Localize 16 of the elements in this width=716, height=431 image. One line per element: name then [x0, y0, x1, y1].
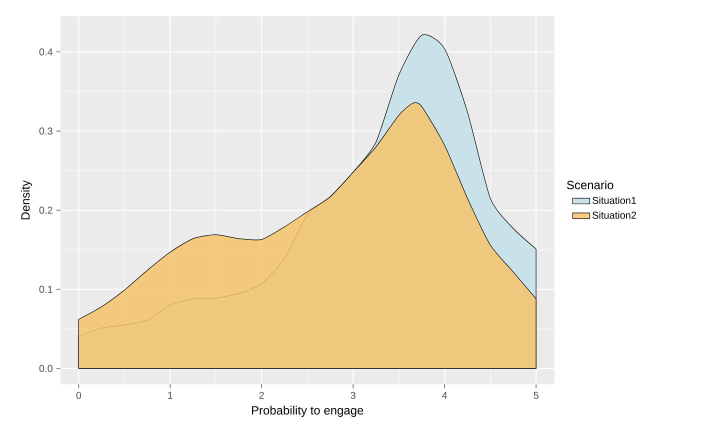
legend-title: Scenario [567, 180, 614, 190]
y-tick-label: 0.4 [39, 48, 53, 56]
y-tick-label: 0.1 [39, 286, 52, 293]
y-tick-label: 0.0 [39, 364, 52, 372]
x-tick-label: 5 [534, 392, 538, 399]
legend-label: Situation1 [592, 196, 636, 204]
y-tick-label: 0.3 [39, 128, 52, 135]
x-tick-label: 4 [442, 392, 448, 399]
legend-label: Situation2 [592, 211, 636, 219]
x-axis-title: Probability to engage [252, 406, 364, 417]
y-tick-label: 0.2 [39, 206, 52, 214]
x-tick-label: 1 [168, 392, 172, 399]
x-tick-label: 2 [259, 392, 264, 399]
x-tick-label: 0 [76, 392, 82, 399]
x-tick-label: 3 [350, 392, 356, 399]
y-axis-title: Density [20, 180, 32, 220]
